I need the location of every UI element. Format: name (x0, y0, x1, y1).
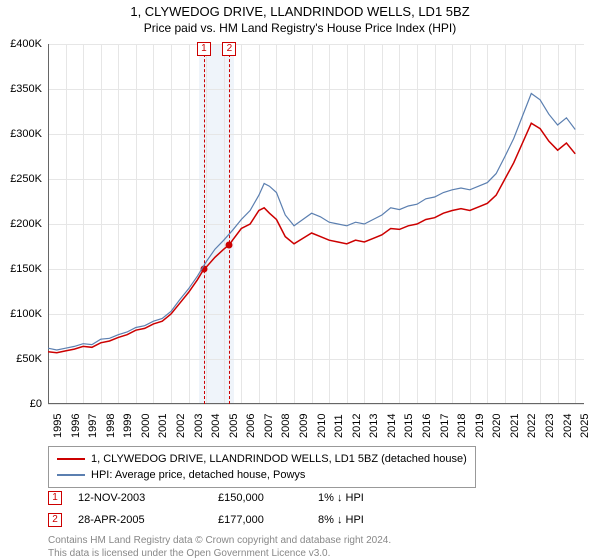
event-row: 1 12-NOV-2003£150,0001% ↓ HPI (48, 488, 398, 508)
events-table: 1 12-NOV-2003£150,0001% ↓ HPI 2 28-APR-2005… (48, 488, 398, 532)
x-tick-label: 2003 (193, 414, 205, 438)
event-marker: 1 (197, 42, 211, 56)
x-tick-label: 2004 (210, 414, 222, 438)
event-marker: 2 (222, 42, 236, 56)
x-tick-label: 1996 (70, 414, 82, 438)
x-tick-label: 2009 (298, 414, 310, 438)
event-row-pct: 1% ↓ HPI (318, 492, 398, 504)
x-tick-label: 2011 (333, 414, 345, 438)
x-tick-label: 2018 (456, 414, 468, 438)
gridline-h (48, 404, 584, 405)
x-tick-label: 2016 (421, 414, 433, 438)
x-tick-label: 2006 (245, 414, 257, 438)
x-tick-label: 1998 (105, 414, 117, 438)
chart-subtitle: Price paid vs. HM Land Registry's House … (0, 21, 600, 35)
event-row-price: £150,000 (218, 492, 318, 504)
y-tick-label: £200K (0, 218, 42, 230)
chart-title: 1, CLYWEDOG DRIVE, LLANDRINDOD WELLS, LD… (0, 4, 600, 19)
series-svg (48, 44, 584, 404)
series-property (48, 123, 575, 353)
x-tick-label: 2000 (140, 414, 152, 438)
x-tick-label: 2005 (228, 414, 240, 438)
y-tick-label: £100K (0, 308, 42, 320)
y-tick-label: £400K (0, 38, 42, 50)
x-tick-label: 2008 (280, 414, 292, 438)
x-tick-label: 2013 (368, 414, 380, 438)
legend: 1, CLYWEDOG DRIVE, LLANDRINDOD WELLS, LD… (48, 446, 476, 488)
x-tick-label: 1999 (122, 414, 134, 438)
y-tick-label: £0 (0, 398, 42, 410)
y-tick-label: £300K (0, 128, 42, 140)
event-row-date: 12-NOV-2003 (78, 492, 218, 504)
x-tick-label: 2023 (544, 414, 556, 438)
x-tick-label: 1997 (87, 414, 99, 438)
x-tick-label: 2020 (491, 414, 503, 438)
x-tick-label: 2015 (403, 414, 415, 438)
chart-container: 1, CLYWEDOG DRIVE, LLANDRINDOD WELLS, LD… (0, 0, 600, 560)
y-tick-label: £50K (0, 353, 42, 365)
legend-row-hpi: HPI: Average price, detached house, Powy… (57, 467, 467, 483)
title-block: 1, CLYWEDOG DRIVE, LLANDRINDOD WELLS, LD… (0, 0, 600, 35)
y-tick-label: £150K (0, 263, 42, 275)
x-tick-label: 2022 (526, 414, 538, 438)
event-row-date: 28-APR-2005 (78, 514, 218, 526)
footer-line-2: This data is licensed under the Open Gov… (48, 547, 391, 560)
event-row-pct: 8% ↓ HPI (318, 514, 398, 526)
x-tick-label: 2019 (474, 414, 486, 438)
legend-row-property: 1, CLYWEDOG DRIVE, LLANDRINDOD WELLS, LD… (57, 451, 467, 467)
event-row-marker: 2 (48, 513, 62, 527)
legend-swatch (57, 458, 85, 460)
x-tick-label: 2024 (562, 414, 574, 438)
x-tick-label: 2012 (351, 414, 363, 438)
event-row-marker: 1 (48, 491, 62, 505)
footer-line-1: Contains HM Land Registry data © Crown c… (48, 534, 391, 547)
x-tick-label: 2001 (157, 414, 169, 438)
x-tick-label: 2017 (439, 414, 451, 438)
legend-swatch (57, 474, 85, 476)
x-tick-label: 2021 (509, 414, 521, 438)
x-tick-label: 1995 (52, 414, 64, 438)
event-row: 2 28-APR-2005£177,0008% ↓ HPI (48, 510, 398, 530)
legend-label: 1, CLYWEDOG DRIVE, LLANDRINDOD WELLS, LD… (91, 453, 467, 465)
y-tick-label: £250K (0, 173, 42, 185)
x-tick-label: 2002 (175, 414, 187, 438)
x-tick-label: 2014 (386, 414, 398, 438)
x-tick-label: 2010 (316, 414, 328, 438)
plot-area (48, 44, 584, 404)
y-tick-label: £350K (0, 83, 42, 95)
x-tick-label: 2025 (579, 414, 591, 438)
legend-label: HPI: Average price, detached house, Powy… (91, 469, 305, 481)
event-row-price: £177,000 (218, 514, 318, 526)
series-hpi (48, 94, 575, 351)
footer-attribution: Contains HM Land Registry data © Crown c… (48, 534, 391, 560)
x-tick-label: 2007 (263, 414, 275, 438)
